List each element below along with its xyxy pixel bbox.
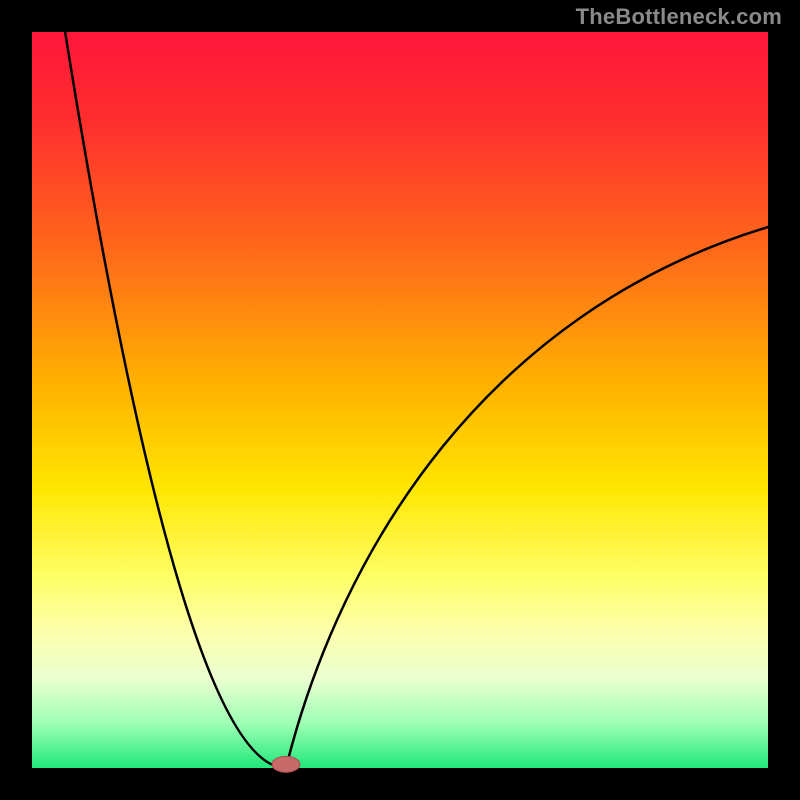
watermark-text: TheBottleneck.com (576, 4, 782, 30)
bottleneck-chart (0, 0, 800, 800)
chart-svg (0, 0, 800, 800)
chart-background (32, 32, 768, 768)
optimal-marker (272, 756, 300, 772)
